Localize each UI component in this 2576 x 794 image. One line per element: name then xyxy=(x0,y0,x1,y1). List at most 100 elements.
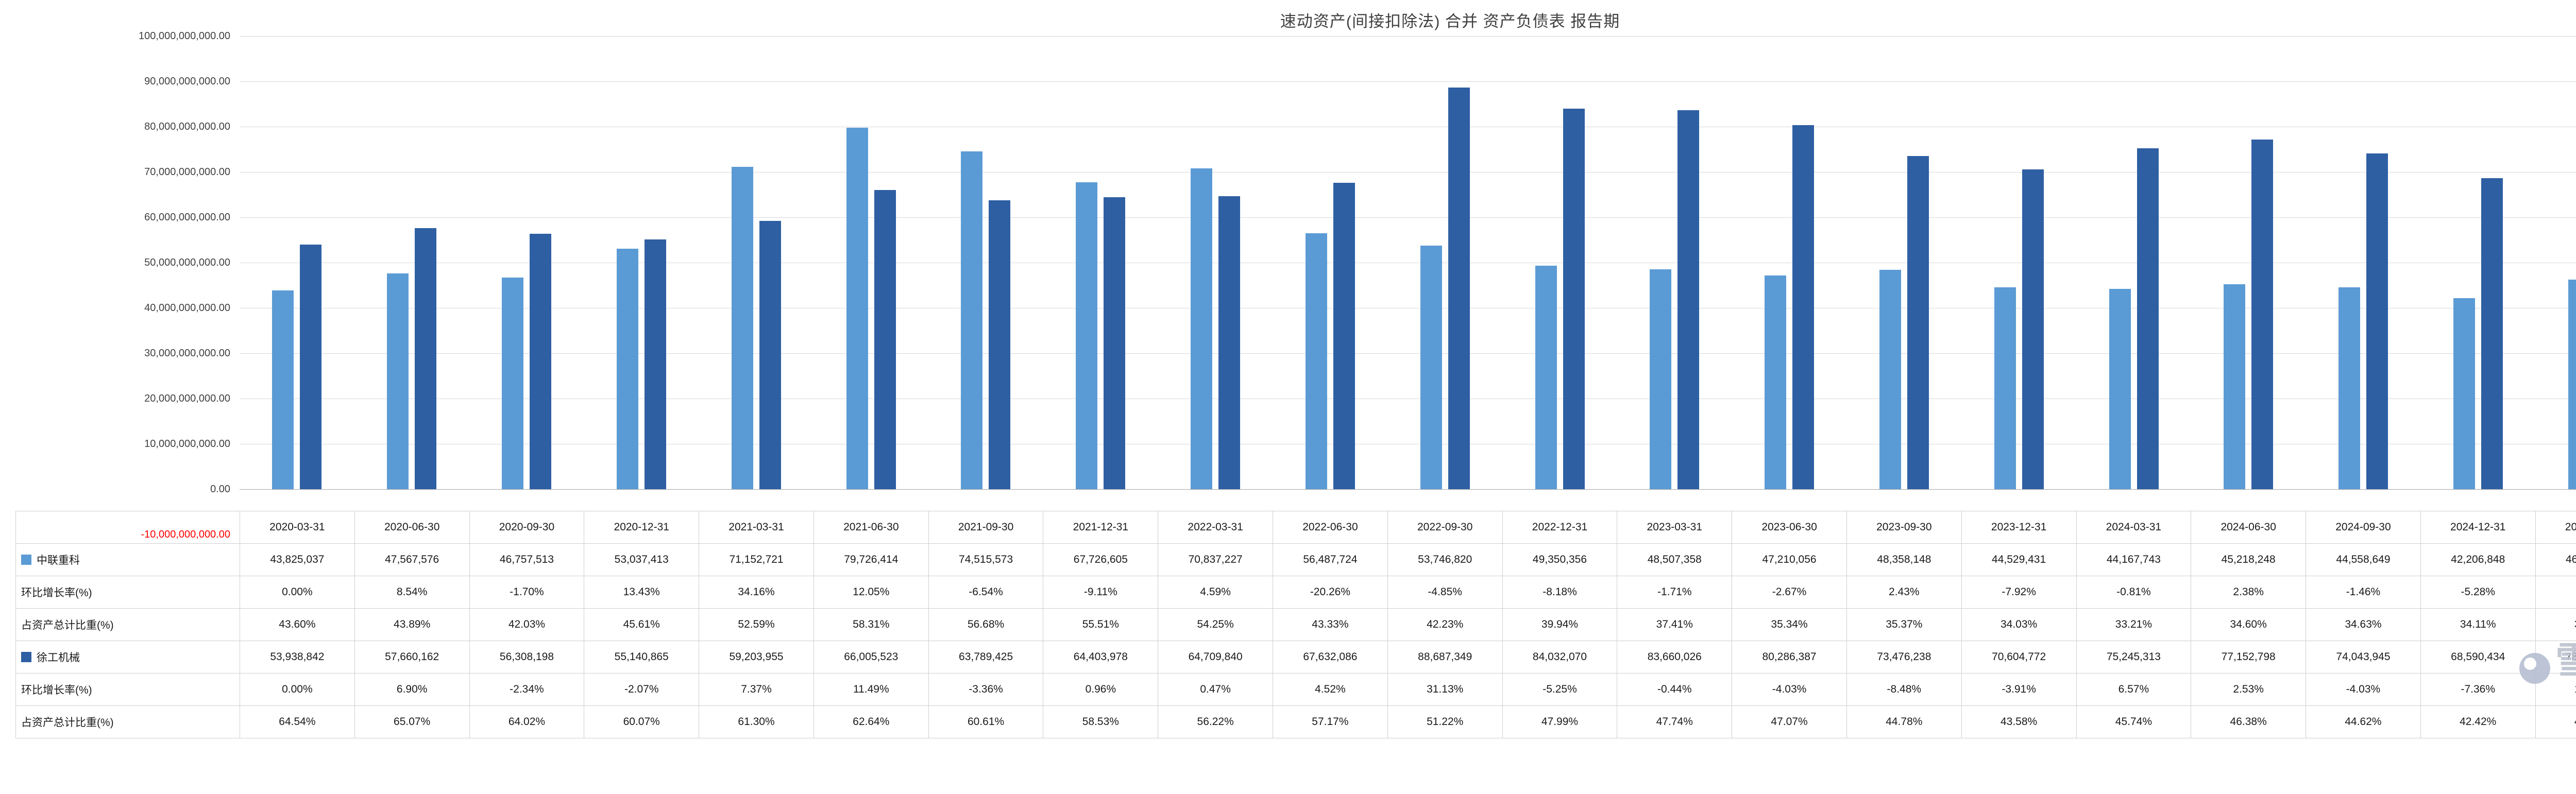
value-cell: 43,825,037 xyxy=(240,543,355,576)
chart-gridline xyxy=(240,36,2576,37)
bar-徐工机械-2023-12-31 xyxy=(2022,169,2044,489)
value-cell: 0.96% xyxy=(1043,673,1159,706)
date-header-cell: 2022-09-30 xyxy=(1387,511,1503,544)
value-cell: 2.53% xyxy=(2191,673,2307,706)
bar-徐工机械-2021-03-31 xyxy=(759,221,781,489)
value-cell: 46,225,990 xyxy=(2535,543,2576,576)
row-label-cell: 徐工机械 xyxy=(15,641,240,674)
date-header-cell: 2024-09-30 xyxy=(2306,511,2421,544)
bar-中联重科-2022-06-30 xyxy=(1306,233,1327,489)
date-header-cell: 2023-06-30 xyxy=(1732,511,1847,544)
value-cell: 43.33% xyxy=(1273,608,1388,641)
value-cell: -8.48% xyxy=(1846,673,1962,706)
value-cell: 59,203,955 xyxy=(699,641,814,674)
value-cell: 83,660,026 xyxy=(1617,641,1733,674)
value-cell: 42,206,848 xyxy=(2420,543,2536,576)
y-axis-tick-label: 50,000,000,000.00 xyxy=(144,257,230,268)
bar-徐工机械-2023-09-30 xyxy=(1907,156,1929,489)
value-cell: 46,757,513 xyxy=(469,543,585,576)
date-header-cell: 2021-09-30 xyxy=(928,511,1044,544)
value-cell: -2.07% xyxy=(584,673,700,706)
bar-中联重科-2020-12-31 xyxy=(617,249,638,489)
bar-中联重科-2020-09-30 xyxy=(502,278,523,489)
value-cell: 35.37% xyxy=(1846,608,1962,641)
value-cell: 84,032,070 xyxy=(1502,641,1618,674)
value-cell: -6.54% xyxy=(928,576,1044,609)
value-cell: 55,140,865 xyxy=(584,641,700,674)
value-cell: 58.31% xyxy=(813,608,929,641)
row-label: 环比增长率(%) xyxy=(21,684,92,696)
value-cell: 47,567,576 xyxy=(354,543,470,576)
bar-中联重科-2024-03-31 xyxy=(2109,289,2131,489)
value-cell: 67,632,086 xyxy=(1273,641,1388,674)
bar-中联重科-2024-09-30 xyxy=(2338,287,2360,489)
y-axis-tick-label: 100,000,000,000.00 xyxy=(139,30,230,42)
value-cell: 73,476,238 xyxy=(1846,641,1962,674)
value-cell: 56.22% xyxy=(1158,705,1274,738)
value-cell: -3.36% xyxy=(928,673,1044,706)
value-cell: 42.42% xyxy=(2420,705,2536,738)
value-cell: 48,358,148 xyxy=(1846,543,1962,576)
row-label-cell: 占资产总计比重(%) xyxy=(15,608,240,641)
bar-中联重科-2023-09-30 xyxy=(1879,270,1901,489)
value-cell: 45.61% xyxy=(584,608,700,641)
value-cell: 79,726,414 xyxy=(813,543,929,576)
value-cell: 34.03% xyxy=(1961,608,2077,641)
bar-中联重科-2023-03-31 xyxy=(1650,269,1671,489)
bar-徐工机械-2021-06-30 xyxy=(874,190,896,489)
value-cell: 34.11% xyxy=(2420,608,2536,641)
value-cell: 11.49% xyxy=(813,673,929,706)
value-cell: 60.61% xyxy=(928,705,1044,738)
value-cell: 62.64% xyxy=(813,705,929,738)
value-cell: 0.00% xyxy=(240,673,355,706)
y-axis-tick-label: 80,000,000,000.00 xyxy=(144,121,230,132)
value-cell: 64,403,978 xyxy=(1043,641,1159,674)
value-cell: 70,837,227 xyxy=(1158,543,1274,576)
value-cell: 42.03% xyxy=(469,608,585,641)
value-cell: -0.81% xyxy=(2076,576,2192,609)
value-cell: 57,660,162 xyxy=(354,641,470,674)
date-header-cell: 2020-12-31 xyxy=(584,511,700,544)
bar-徐工机械-2022-12-31 xyxy=(1563,109,1585,489)
value-cell: -1.71% xyxy=(1617,576,1733,609)
value-cell: 13.43% xyxy=(584,576,700,609)
value-cell: 65.07% xyxy=(354,705,470,738)
row-label: 中联重科 xyxy=(37,555,80,566)
value-cell: 56.68% xyxy=(928,608,1044,641)
value-cell: 6.90% xyxy=(354,673,470,706)
date-header-cell: 2020-09-30 xyxy=(469,511,585,544)
value-cell: 66,005,523 xyxy=(813,641,929,674)
bar-中联重科-2023-06-30 xyxy=(1765,275,1786,489)
row-label: 占资产总计比重(%) xyxy=(21,619,114,631)
bar-徐工机械-2024-12-31 xyxy=(2481,178,2503,489)
y-axis-tick-label: 60,000,000,000.00 xyxy=(144,212,230,223)
x-axis-line xyxy=(240,489,2576,490)
row-label-cell: 中联重科 xyxy=(15,543,240,576)
legend-swatch xyxy=(21,555,31,565)
value-cell: 52.59% xyxy=(699,608,814,641)
chart-title: 速动资产(间接扣除法) 合并 资产负债表 报告期 xyxy=(1280,12,1620,30)
value-cell: -9.11% xyxy=(1043,576,1159,609)
value-cell: 75,245,313 xyxy=(2076,641,2192,674)
value-cell: 35.34% xyxy=(1732,608,1847,641)
value-cell: -4.03% xyxy=(2306,673,2421,706)
value-cell: 44,167,743 xyxy=(2076,543,2192,576)
value-cell: -0.44% xyxy=(1617,673,1733,706)
value-cell: 88,687,349 xyxy=(1387,641,1503,674)
date-header-cell: 2021-12-31 xyxy=(1043,511,1159,544)
value-cell: 47.74% xyxy=(1617,705,1733,738)
value-cell: 64.02% xyxy=(469,705,585,738)
bar-徐工机械-2023-06-30 xyxy=(1792,125,1814,489)
bar-中联重科-2024-12-31 xyxy=(2453,298,2475,489)
bar-徐工机械-2022-06-30 xyxy=(1333,183,1355,489)
value-cell: 44.78% xyxy=(1846,705,1962,738)
y-axis-tick-label: 30,000,000,000.00 xyxy=(144,348,230,359)
value-cell: 54.25% xyxy=(1158,608,1274,641)
bar-徐工机械-2024-09-30 xyxy=(2366,153,2388,489)
bar-中联重科-2021-03-31 xyxy=(732,167,753,489)
value-cell: 34.16% xyxy=(699,576,814,609)
value-cell: 2.43% xyxy=(1846,576,1962,609)
chart-gridline xyxy=(240,81,2576,82)
date-header-cell: 2022-03-31 xyxy=(1158,511,1274,544)
